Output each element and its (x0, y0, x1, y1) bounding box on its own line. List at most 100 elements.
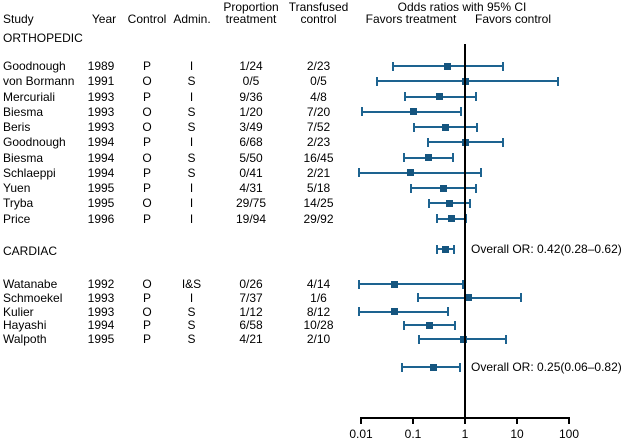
study-or-square (441, 123, 449, 131)
study-year: 1996 (87, 211, 115, 226)
study-year: 1993 (87, 89, 115, 104)
study-control: O (142, 277, 152, 291)
study-ci-cap-left (426, 137, 429, 147)
study-name: Watanabe (3, 277, 58, 291)
study-proportion-treatment: 4/21 (239, 332, 263, 347)
study-transfused-control: 29/92 (303, 211, 334, 226)
study-admin: S (187, 104, 196, 119)
study-ci-cap-left (376, 76, 379, 86)
study-or-square (407, 169, 415, 177)
study-year: 1995 (87, 181, 115, 195)
study-ci-cap-left (402, 320, 405, 330)
study-transfused-control: 8/12 (306, 304, 331, 319)
study-control: P (142, 290, 152, 305)
study-ci-cap-left (435, 214, 438, 223)
study-proportion-treatment: 1/20 (239, 104, 263, 119)
col-header-proportion-line2: treatment (225, 12, 277, 26)
study-name: Biesma (3, 150, 44, 165)
study-name: Kulier (3, 304, 34, 319)
study-transfused-control: 14/25 (303, 196, 334, 211)
study-admin: S (187, 150, 196, 165)
study-ci-line (358, 283, 464, 285)
study-control: P (142, 135, 152, 150)
study-proportion-treatment: 0/26 (239, 277, 263, 291)
study-ci-cap-left (391, 61, 394, 71)
study-ci-cap-left (360, 107, 363, 117)
x-axis-tick (464, 417, 466, 424)
study-transfused-control: 5/18 (306, 181, 331, 195)
study-control: P (142, 165, 152, 180)
study-or-square (426, 321, 434, 329)
study-transfused-control: 7/52 (306, 120, 331, 134)
study-ci-cap-left (418, 334, 421, 344)
study-or-square (440, 184, 448, 192)
study-name: Goodnough (3, 135, 66, 150)
study-admin: I (189, 59, 194, 73)
study-control: P (142, 318, 152, 333)
study-transfused-control: 2/23 (306, 135, 331, 150)
study-year: 1991 (87, 74, 115, 89)
study-year: 1993 (87, 290, 115, 305)
study-admin: I (189, 181, 194, 195)
study-control: O (142, 104, 152, 119)
study-transfused-control: 7/20 (306, 104, 331, 119)
study-proportion-treatment: 6/68 (239, 135, 263, 150)
study-year: 1989 (87, 59, 115, 73)
section-label-cardiac: CARDIAC (3, 244, 58, 258)
study-name: Walpoth (3, 332, 47, 347)
study-name: Schmoekel (3, 290, 63, 305)
study-ci-cap-right (452, 153, 455, 162)
study-ci-cap-left (358, 279, 361, 289)
study-ci-cap-right (475, 92, 478, 101)
study-proportion-treatment: 9/36 (239, 89, 263, 104)
study-name: Biesma (3, 104, 44, 119)
study-ci-cap-right (454, 320, 457, 330)
overall-ci-cap-right (459, 362, 462, 372)
col-header-proportion-line1: Proportion (223, 0, 279, 14)
study-ci-cap-left (412, 122, 415, 132)
x-axis-tick-label: 0.1 (404, 426, 422, 441)
study-name: Yuen (3, 181, 31, 195)
study-name: Price (3, 211, 31, 226)
study-ci-cap-right (460, 107, 463, 117)
overall-or-square (430, 363, 438, 371)
study-proportion-treatment: 0/5 (242, 74, 260, 89)
study-admin: S (187, 74, 196, 89)
study-or-square (443, 62, 451, 70)
study-transfused-control: 2/10 (306, 332, 331, 347)
col-header-year: Year (91, 12, 117, 26)
study-control: P (142, 181, 152, 195)
study-name: Tryba (3, 196, 34, 211)
study-ci-cap-right (465, 214, 468, 223)
study-transfused-control: 2/21 (306, 165, 331, 180)
overall-or-cardiac: Overall OR: 0.25(0.06–0.82) (471, 360, 622, 374)
section-label-orthopedic: ORTHOPEDIC (3, 31, 83, 45)
study-admin: I (189, 135, 194, 150)
study-year: 1993 (87, 304, 115, 319)
study-ci-cap-right (446, 307, 449, 317)
study-transfused-control: 10/28 (303, 318, 334, 333)
study-name: Beris (3, 120, 31, 134)
study-ci-cap-right (479, 168, 482, 178)
study-proportion-treatment: 29/75 (235, 196, 267, 211)
study-ci-cap-right (505, 334, 508, 344)
x-axis-tick (516, 417, 518, 424)
x-axis-tick-label: 10 (510, 426, 524, 441)
col-header-transfused-line1: Transfused (288, 0, 349, 14)
study-control: P (142, 332, 152, 347)
study-year: 1992 (87, 277, 115, 291)
study-admin: I (189, 290, 194, 305)
study-or-square (460, 335, 468, 343)
study-admin: S (187, 318, 196, 333)
col-header-control: Control (127, 12, 167, 26)
study-or-square (425, 154, 433, 161)
study-year: 1994 (87, 165, 115, 180)
study-admin: S (187, 165, 196, 180)
overall-ci-cap-left (435, 244, 438, 254)
x-axis-tick-label: 0.01 (349, 426, 373, 441)
study-ci-cap-right (475, 122, 478, 132)
study-transfused-control: 4/14 (306, 277, 331, 291)
study-transfused-control: 4/8 (310, 89, 327, 104)
study-year: 1994 (87, 318, 115, 333)
